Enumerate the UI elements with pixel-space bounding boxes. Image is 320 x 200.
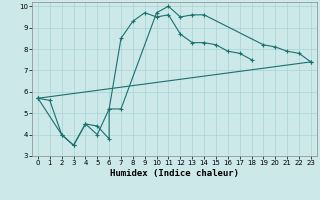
X-axis label: Humidex (Indice chaleur): Humidex (Indice chaleur) [110,169,239,178]
